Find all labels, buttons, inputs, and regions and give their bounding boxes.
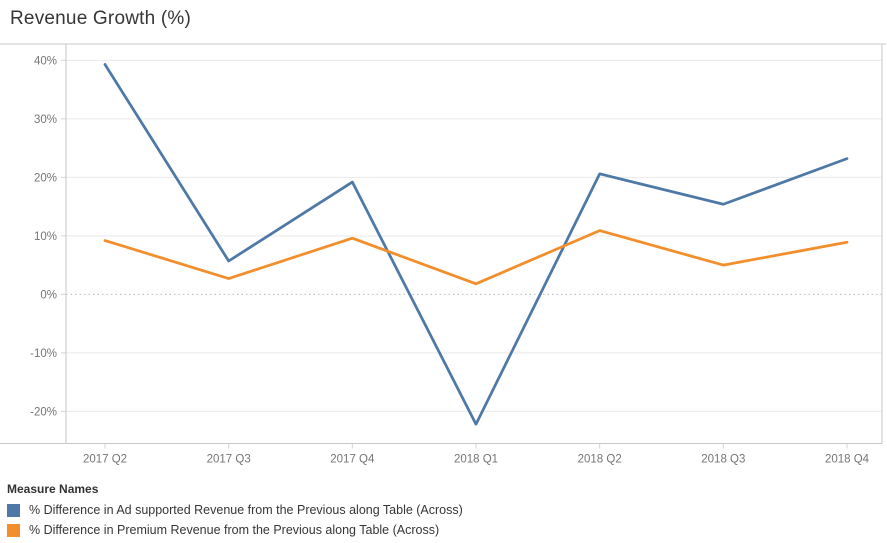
x-axis-label: 2018 Q2 — [578, 454, 622, 466]
series-line-0[interactable] — [103, 63, 849, 426]
x-axis-label: 2018 Q3 — [701, 454, 745, 466]
y-axis-label: 10% — [34, 231, 57, 243]
y-axis-label: 40% — [34, 55, 57, 67]
y-axis-label: -20% — [30, 406, 57, 418]
legend-item-premium-revenue[interactable]: % Difference in Premium Revenue from the… — [7, 523, 607, 537]
chart-title: Revenue Growth (%) — [10, 8, 192, 29]
x-axis-label: 2018 Q1 — [454, 454, 498, 466]
x-axis-label: 2017 Q2 — [83, 454, 127, 466]
y-axis-label: 30% — [34, 114, 57, 126]
x-axis-label: 2017 Q4 — [330, 454, 375, 466]
legend-title: Measure Names — [7, 482, 99, 496]
y-axis-label: 0% — [40, 289, 57, 301]
legend-swatch-orange-icon — [7, 523, 20, 537]
legend-item-ad-supported-revenue[interactable]: % Difference in Ad supported Revenue fro… — [7, 503, 607, 517]
legend: Measure Names % Difference in Ad support… — [7, 482, 607, 543]
series-line-1[interactable] — [103, 229, 849, 286]
legend-swatch-blue-icon — [7, 503, 20, 517]
y-axis-label: 20% — [34, 172, 57, 184]
x-axis-label: 2018 Q4 — [825, 454, 870, 466]
line-chart[interactable]: 40% 30% 20% 10% 0% -10% -20% 2017 Q2 2017 Q3 2017… — [0, 0, 887, 478]
y-axis-label: -10% — [30, 348, 57, 360]
legend-item-label: % Difference in Premium Revenue from the… — [29, 523, 440, 537]
legend-item-label: % Difference in Ad supported Revenue fro… — [29, 503, 463, 517]
x-axis-label: 2017 Q3 — [207, 454, 251, 466]
